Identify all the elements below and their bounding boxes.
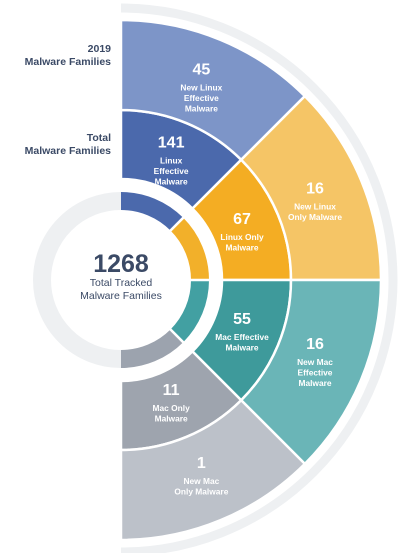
ring1-mac_effective-value: 55: [233, 311, 251, 328]
inner-ring-arc-3: [170, 279, 209, 343]
ring1-mac_only-label-line1: Mac Only: [153, 403, 191, 413]
middle-ring-label-line1: Total: [86, 132, 111, 144]
inner-ring-separator-45: [168, 216, 185, 233]
ring2-linux_only-label-line2: Only Malware: [288, 212, 342, 222]
ring2-linux_only-value: 16: [306, 181, 324, 198]
ring2-mac_effective-label-line3: Malware: [298, 378, 331, 388]
middle-ring-label: Total Malware Families: [25, 132, 111, 158]
outer-ring-label-line2: Malware Families: [24, 56, 111, 68]
ring1-linux_effective-value: 141: [158, 135, 185, 152]
ring2-linux_effective-value: 45: [192, 62, 210, 79]
ring1-linux_effective-label-line2: Effective: [154, 166, 189, 176]
inner-ring-arc-1: [120, 192, 184, 231]
center-circle: [52, 211, 190, 349]
ring1-mac_effective-label-line2: Malware: [225, 343, 258, 353]
center-total-value: 1268: [93, 250, 149, 278]
inner-ring-arc-2: [170, 217, 209, 281]
ring2-linux_effective-label-line1: New Linux: [180, 83, 222, 93]
inner-ring-separator-135: [168, 327, 185, 344]
ring1-linux_effective-label-line1: Linux: [160, 156, 183, 166]
ring2-mac_effective-label-line1: New Mac: [297, 357, 333, 367]
ring2-mac_only-label-line2: Only Malware: [174, 487, 228, 497]
ring2-segment-mac_only: [119, 398, 307, 542]
ring1-mac_effective-label-line1: Mac Effective: [215, 332, 269, 342]
outer-ring-label-line1: 2019: [87, 43, 111, 55]
middle-ring-label-line2: Malware Families: [24, 145, 111, 157]
outer-decorative-arc: [120, 3, 398, 557]
ring2-mac_effective-value: 16: [306, 336, 324, 353]
inner-ring-arc-4: [120, 329, 184, 368]
ring2-linux_effective-label-line2: Effective: [184, 93, 219, 103]
ring1-linux_only-value: 67: [233, 211, 251, 228]
ring2-mac_effective-label-line2: Effective: [298, 368, 333, 378]
ring1-linux_only-label-line2: Malware: [225, 242, 258, 252]
ring2-mac_only-value: 1: [197, 455, 206, 472]
ring1-linux_only-label-line1: Linux Only: [220, 232, 264, 242]
ring2-mac_only-label-line1: New Mac: [183, 476, 219, 486]
outer-ring-label: 2019 Malware Families: [25, 43, 111, 69]
ring1-mac_only-value: 11: [163, 382, 180, 399]
ring1-linux_effective-label-line3: Malware: [155, 177, 188, 187]
ring2-linux_only-label-line1: New Linux: [294, 202, 336, 212]
ring1-mac_only-label-line2: Malware: [155, 414, 188, 424]
center-label-line1: Total Tracked: [90, 277, 153, 289]
center-label-line2: Malware Families: [80, 290, 162, 302]
inner-ring-gray-arc: [33, 192, 122, 368]
ring2-linux_effective-label-line3: Malware: [185, 104, 218, 114]
